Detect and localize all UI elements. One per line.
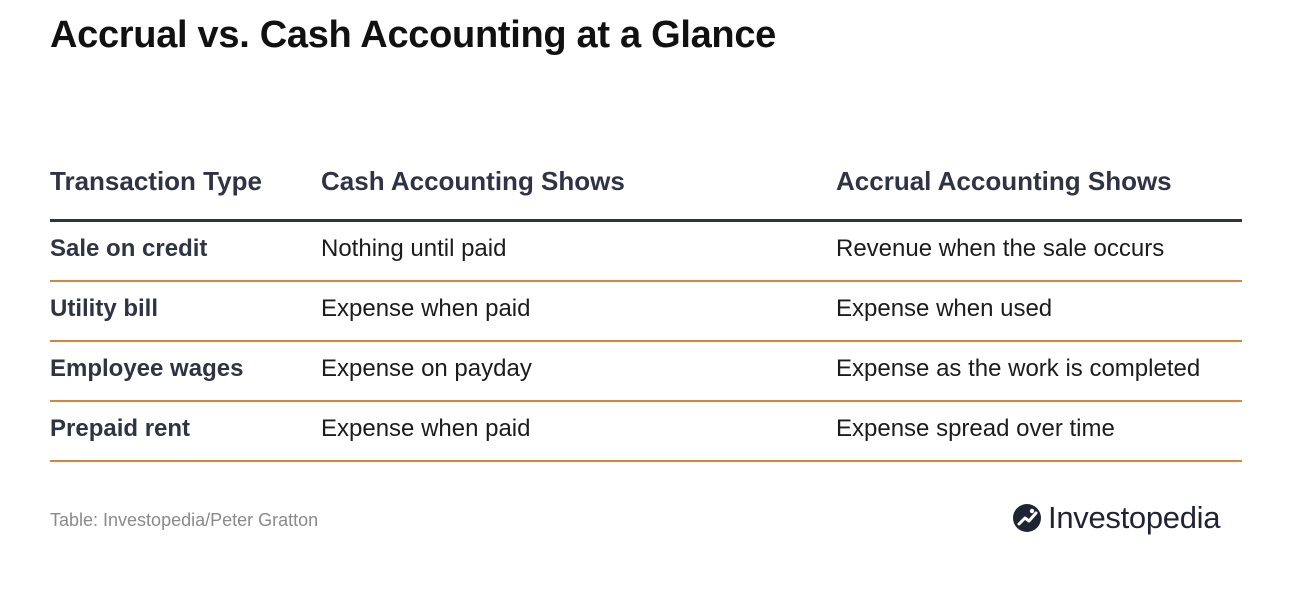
- row-accrual-value: Revenue when the sale occurs: [836, 235, 1165, 262]
- investopedia-logo-icon: [1013, 504, 1041, 532]
- row-accrual-value: Expense spread over time: [836, 415, 1115, 442]
- row-accrual-value: Expense as the work is completed: [836, 355, 1201, 382]
- row-transaction-type: Sale on credit: [50, 235, 208, 262]
- row-cash-value: Expense when paid: [321, 415, 531, 442]
- table-header-row: Transaction Type Cash Accounting Shows A…: [50, 125, 1242, 222]
- table-row: Utility bill Expense when paid Expense w…: [50, 282, 1242, 342]
- row-transaction-type: Employee wages: [50, 355, 244, 382]
- page-title: Accrual vs. Cash Accounting at a Glance: [50, 14, 777, 56]
- header-transaction-type: Transaction Type: [50, 166, 262, 196]
- row-accrual-value: Expense when used: [836, 295, 1053, 322]
- row-transaction-type: Prepaid rent: [50, 415, 191, 442]
- row-cash-value: Nothing until paid: [321, 235, 507, 262]
- row-cash-value: Expense when paid: [321, 295, 531, 322]
- source-credit: Table: Investopedia/Peter Gratton: [50, 510, 319, 530]
- brand-name: Investopedia: [1048, 500, 1221, 535]
- investopedia-logo: Investopedia: [1012, 498, 1221, 538]
- header-cash-accounting: Cash Accounting Shows: [321, 166, 625, 196]
- table-row: Sale on credit Nothing until paid Revenu…: [50, 222, 1242, 282]
- row-cash-value: Expense on payday: [321, 355, 532, 382]
- header-accrual-accounting: Accrual Accounting Shows: [836, 166, 1172, 196]
- table-row: Employee wages Expense on payday Expense…: [50, 342, 1242, 402]
- row-transaction-type: Utility bill: [50, 295, 158, 322]
- comparison-table: Transaction Type Cash Accounting Shows A…: [50, 125, 1242, 462]
- table-row: Prepaid rent Expense when paid Expense s…: [50, 402, 1242, 462]
